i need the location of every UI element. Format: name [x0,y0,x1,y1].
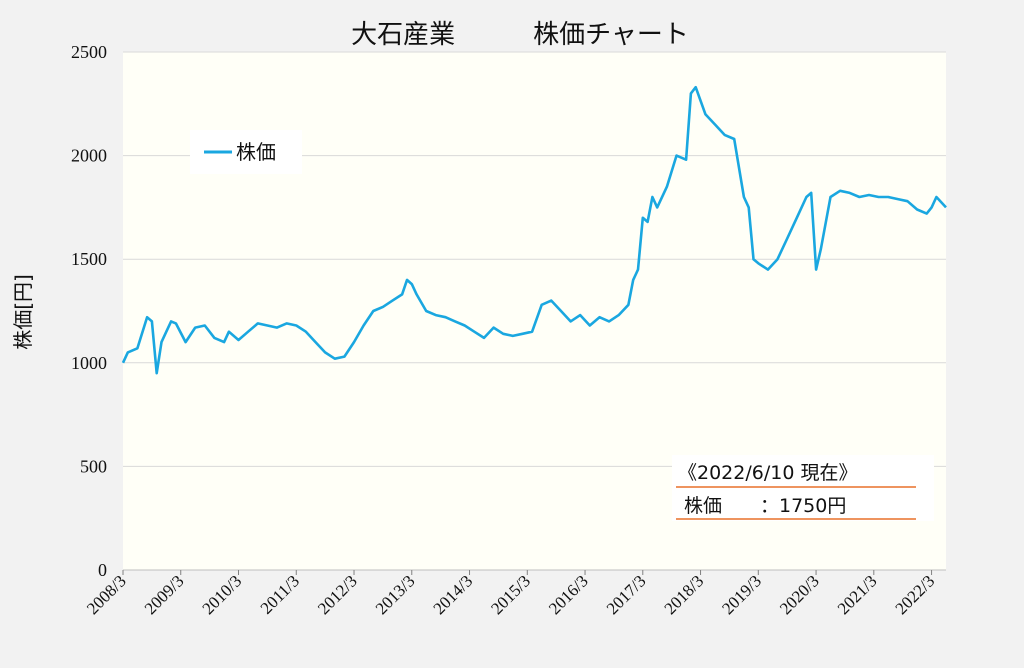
x-tick-label: 2018/3 [661,571,708,618]
grid-lines [123,51,946,571]
legend: 株価 [190,130,302,174]
y-axis-ticks: 0 500 1000 1500 2000 2500 [71,42,107,580]
date-note: 《2022/6/10 現在》 株価 ：1750円 [672,455,934,521]
y-axis-label: 株価[円] [11,274,35,350]
series-line-stock-price [121,85,947,375]
x-tick-label: 2009/3 [141,571,188,618]
y-tick-label: 0 [98,560,107,580]
y-tick-label: 2500 [71,42,107,62]
note-box [672,455,934,521]
chart-title: 大石産業 株価チャート [351,20,689,50]
y-tick-label: 2000 [71,146,107,166]
note-date: 《2022/6/10 現在》 [678,462,857,484]
x-tick-label: 2014/3 [430,571,477,618]
x-axis-ticks: 2008/3 2009/3 2010/3 2011/3 2012/3 2013/3 2014… [83,570,938,618]
y-tick-label: 1500 [71,249,107,269]
x-tick-label: 2010/3 [199,571,246,618]
x-tick-label: 2016/3 [545,571,592,618]
x-tick-label: 2013/3 [372,571,419,618]
y-tick-label: 500 [80,456,107,476]
x-tick-label: 2012/3 [314,571,361,618]
legend-label: 株価 [236,140,276,164]
x-tick-label: 2011/3 [257,571,303,617]
x-tick-label: 2020/3 [776,571,823,618]
note-price: 株価 ：1750円 [684,495,846,517]
x-tick-label: 2015/3 [487,571,534,618]
x-tick-label: 2019/3 [718,571,765,618]
x-tick-label: 2021/3 [834,571,881,618]
y-tick-label: 1000 [71,353,107,373]
x-tick-label: 2022/3 [892,571,939,618]
x-tick-label: 2017/3 [603,571,650,618]
